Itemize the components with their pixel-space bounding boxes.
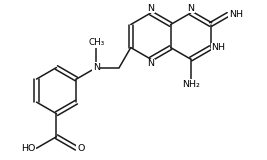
Text: NH: NH (229, 10, 243, 19)
Text: CH₃: CH₃ (88, 39, 104, 48)
Text: O: O (77, 144, 84, 153)
Text: HO: HO (22, 144, 36, 153)
Text: NH: NH (211, 43, 225, 52)
Text: N: N (147, 4, 154, 13)
Text: N: N (147, 59, 154, 68)
Text: N: N (93, 63, 100, 72)
Text: NH₂: NH₂ (182, 80, 200, 89)
Text: N: N (187, 4, 194, 13)
